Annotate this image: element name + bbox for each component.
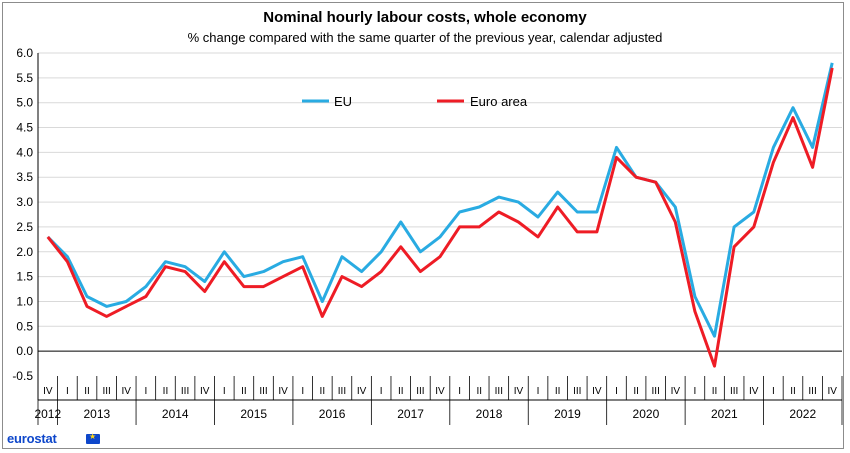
chart-subtitle: % change compared with the same quarter … xyxy=(187,30,663,45)
quarter-label: I xyxy=(537,386,540,397)
year-label: 2018 xyxy=(476,407,503,421)
quarter-label: II xyxy=(476,386,482,397)
eurostat-logo: eurostat xyxy=(7,431,57,446)
quarter-label: III xyxy=(338,386,346,397)
legend-label: Euro area xyxy=(470,94,528,109)
quarter-label: II xyxy=(163,386,169,397)
quarter-label: II xyxy=(84,386,90,397)
quarter-label: I xyxy=(144,386,147,397)
gridlines xyxy=(38,52,842,327)
quarter-label: II xyxy=(555,386,561,397)
quarter-label: III xyxy=(573,386,581,397)
quarter-label: III xyxy=(259,386,267,397)
y-tick-label: 3.5 xyxy=(16,170,33,184)
quarter-label: II xyxy=(790,386,796,397)
legend-label: EU xyxy=(334,94,352,109)
quarter-label: III xyxy=(416,386,424,397)
quarter-label: IV xyxy=(671,386,681,397)
year-label: 2021 xyxy=(711,407,738,421)
quarter-label: III xyxy=(808,386,816,397)
year-label: 2016 xyxy=(319,407,346,421)
quarter-label: I xyxy=(380,386,383,397)
quarter-label: I xyxy=(66,386,69,397)
quarter-label: IV xyxy=(278,386,288,397)
series-line-euro-area xyxy=(46,67,834,368)
y-tick-label: 5.5 xyxy=(16,71,33,85)
quarter-label: III xyxy=(181,386,189,397)
y-tick-label: 3.0 xyxy=(16,195,33,209)
y-tick-label: 1.0 xyxy=(16,294,33,308)
chart-frame xyxy=(2,2,844,449)
y-tick-label: 2.5 xyxy=(16,220,33,234)
chart-title: Nominal hourly labour costs, whole econo… xyxy=(263,9,587,26)
quarter-label: I xyxy=(301,386,304,397)
quarter-label: IV xyxy=(43,386,53,397)
quarter-label: IV xyxy=(827,386,837,397)
year-label: 2013 xyxy=(83,407,110,421)
year-label: 2020 xyxy=(633,407,660,421)
series-lines xyxy=(46,62,834,368)
legend: EU Euro area xyxy=(302,94,528,109)
y-tick-label: 1.5 xyxy=(16,270,33,284)
series-line-eu xyxy=(46,62,834,338)
quarter-label: III xyxy=(652,386,660,397)
y-tick-label: 0.5 xyxy=(16,319,33,333)
eu-flag-icon xyxy=(86,432,100,444)
quarter-label: III xyxy=(102,386,110,397)
y-tick-label: 2.0 xyxy=(16,245,33,259)
quarter-label: II xyxy=(398,386,404,397)
quarter-label: II xyxy=(241,386,247,397)
quarter-label: IV xyxy=(357,386,367,397)
year-label: 2015 xyxy=(240,407,267,421)
year-label: 2019 xyxy=(554,407,581,421)
y-tick-label: -0.5 xyxy=(12,369,33,383)
year-label: 2022 xyxy=(789,407,816,421)
year-label: 2012 xyxy=(34,407,61,421)
y-tick-label: 6.0 xyxy=(16,46,33,60)
quarter-label: IV xyxy=(749,386,759,397)
y-tick-label: 4.0 xyxy=(16,145,33,159)
quarter-label: II xyxy=(633,386,639,397)
quarter-label: II xyxy=(712,386,718,397)
quarter-label: I xyxy=(694,386,697,397)
year-label: 2017 xyxy=(397,407,424,421)
quarter-label: I xyxy=(772,386,775,397)
quarter-label: IV xyxy=(122,386,132,397)
y-axis-tick-labels: 6.0 5.5 5.0 4.5 4.0 3.5 3.0 2.5 2.0 1.5 1.0 0.5 0.0 -… xyxy=(12,46,33,383)
x-axis-labels: IV I II III IV I II III IV I II III IV I II III IV I II III… xyxy=(34,386,837,421)
quarter-label: IV xyxy=(514,386,524,397)
quarter-label: II xyxy=(320,386,326,397)
y-tick-label: 4.5 xyxy=(16,121,33,135)
quarter-label: III xyxy=(730,386,738,397)
quarter-label: III xyxy=(495,386,503,397)
y-tick-label: 5.0 xyxy=(16,96,33,110)
quarter-label: IV xyxy=(200,386,210,397)
y-tick-label: 0.0 xyxy=(16,344,33,358)
axes xyxy=(37,53,843,425)
quarter-label: I xyxy=(615,386,618,397)
quarter-label: I xyxy=(458,386,461,397)
year-label: 2014 xyxy=(162,407,189,421)
quarter-label: I xyxy=(223,386,226,397)
quarter-label: IV xyxy=(592,386,602,397)
quarter-label: IV xyxy=(435,386,445,397)
